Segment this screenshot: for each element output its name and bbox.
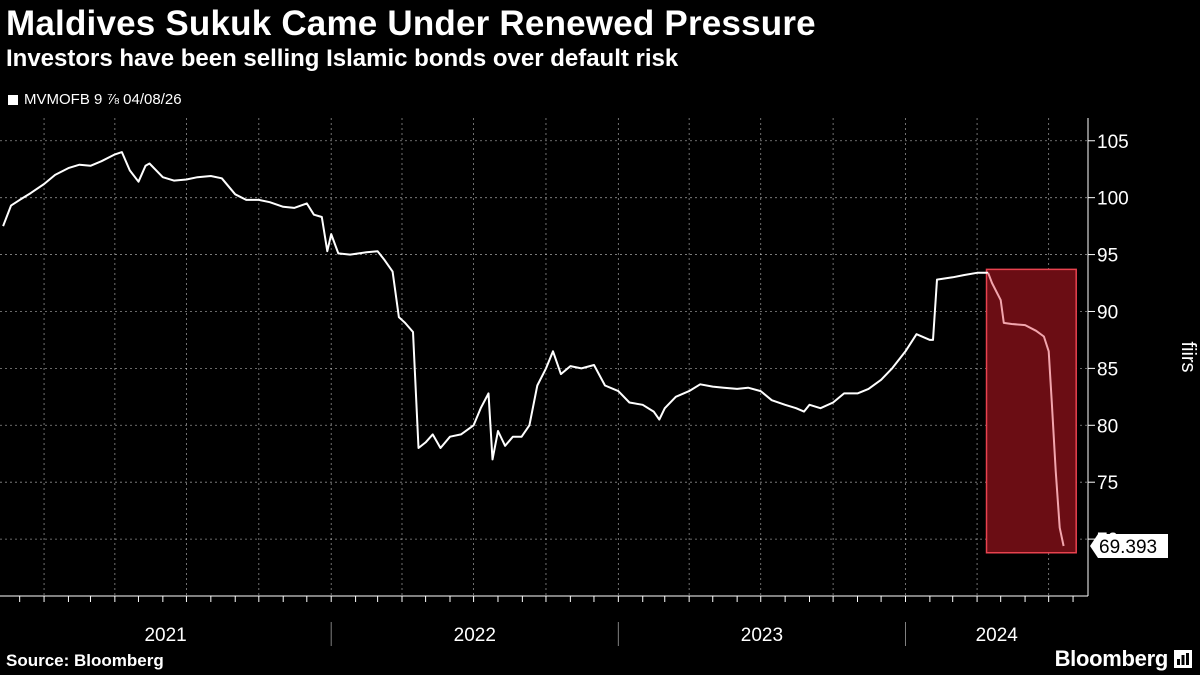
y-tick-label: 90	[1097, 302, 1118, 323]
y-tick-label: 80	[1097, 416, 1118, 437]
axes	[0, 118, 1095, 646]
source-note: Source: Bloomberg	[6, 651, 164, 670]
last-value-tag	[1090, 534, 1168, 559]
highlight-box	[985, 268, 1077, 554]
x-year-label: 2023	[741, 625, 783, 646]
decline-line	[987, 272, 1065, 547]
y-tick-label: 105	[1097, 132, 1129, 153]
brand-name: Bloomberg	[1054, 646, 1169, 671]
chart-title: Maldives Sukuk Came Under Renewed Pressu…	[6, 4, 816, 43]
x-year-label: 2021	[144, 625, 186, 646]
legend-swatch	[8, 94, 18, 105]
x-year-label: 2022	[454, 625, 496, 646]
axis-labels: 7075808590951001052021202220232024fiirs6…	[144, 132, 1199, 646]
highlight-region	[985, 268, 1077, 554]
legend-label: MVMOFB 9 ⅞ 04/08/26	[24, 91, 182, 108]
series-lines	[2, 151, 1065, 547]
price-line	[2, 151, 989, 461]
grid-lines	[0, 118, 1088, 596]
chart-subtitle: Investors have been selling Islamic bond…	[6, 45, 679, 72]
x-year-label: 2024	[976, 625, 1019, 646]
bar-chart-icon	[1174, 650, 1192, 668]
brand-logo: Bloomberg	[1055, 646, 1192, 672]
y-tick-label: 85	[1097, 359, 1118, 380]
y-axis-title: fiirs	[1177, 341, 1199, 372]
y-tick-label: 95	[1097, 246, 1118, 267]
legend: MVMOFB 9 ⅞ 04/08/26	[8, 91, 182, 108]
last-value-label: 69.393	[1099, 537, 1157, 558]
y-tick-label: 75	[1097, 473, 1118, 494]
y-tick-label: 100	[1097, 189, 1129, 210]
